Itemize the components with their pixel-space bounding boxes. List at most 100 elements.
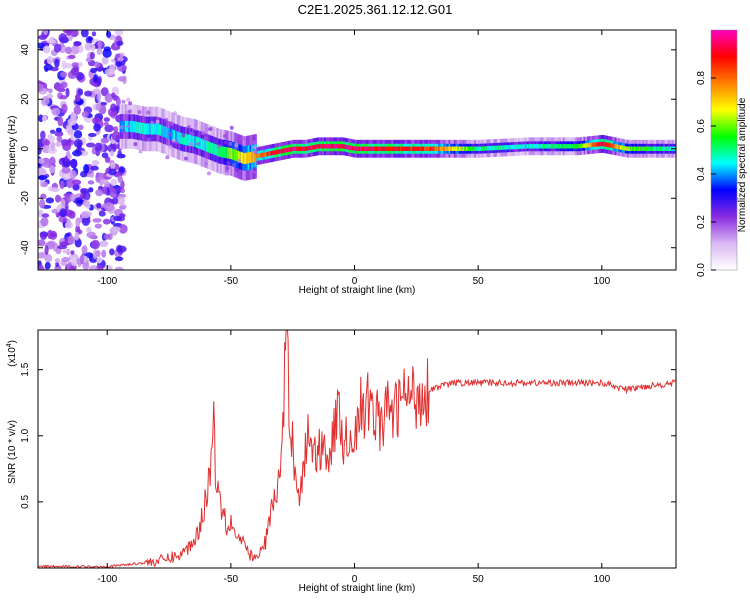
heatmap-noise-cell xyxy=(48,135,56,142)
heatmap-ridge-cell xyxy=(580,143,583,149)
heatmap-ridge-cell xyxy=(188,134,192,146)
heatmap-ridge-cell xyxy=(623,145,626,151)
heatmap-ridge-cell xyxy=(436,146,439,151)
heatmap-ridge-cell xyxy=(211,142,214,154)
heatmap-noise-cell xyxy=(95,117,102,123)
heatmap-noise-cell xyxy=(73,130,83,139)
heatmap-noise-cell xyxy=(46,39,57,44)
heatmap-noise-cell xyxy=(89,51,95,60)
heatmap-ridge-cell xyxy=(318,144,321,149)
heatmap-scatter-cell xyxy=(236,158,241,163)
heatmap-scatter-cell xyxy=(229,125,234,130)
heatmap-noise-cell xyxy=(73,105,81,115)
heatmap-ridge-cell xyxy=(249,151,252,163)
snr-scale-close: ) xyxy=(7,340,18,343)
snr-ylabel: SNR (10 * v/v) xyxy=(7,420,18,484)
heatmap-noise-cell xyxy=(110,226,121,233)
x-tick-label: -100 xyxy=(97,574,117,585)
heatmap-ridge-cell xyxy=(308,145,311,151)
heatmap-noise-cell xyxy=(47,229,53,240)
heatmap-scatter-cell xyxy=(203,136,208,141)
snr-scale-label: (x104) xyxy=(6,340,18,367)
heatmap-ridge-cell xyxy=(509,144,512,150)
heatmap-noise-cell xyxy=(104,124,114,133)
heatmap-ridge-cell xyxy=(604,142,607,147)
heatmap-ridge-cell xyxy=(668,146,671,151)
heatmap-noise-cell xyxy=(41,181,48,188)
heatmap-scatter-cell xyxy=(240,136,245,141)
heatmap-ridge-cell xyxy=(451,146,455,151)
heatmap-ridge-cell xyxy=(252,151,256,163)
heatmap-ridge-cell xyxy=(406,146,410,151)
heatmap-ridge-cell xyxy=(384,146,387,151)
heatmap-ridge-cell xyxy=(571,144,574,149)
heatmap-noise-cell xyxy=(94,61,100,69)
heatmap-noise-cell xyxy=(82,261,90,270)
heatmap-noise-cell xyxy=(40,232,47,240)
heatmap-ridge-cell xyxy=(355,146,358,151)
heatmap-ridge-cell xyxy=(214,144,218,156)
heatmap-noise-cell xyxy=(57,116,64,127)
heatmap-ridge-cell xyxy=(607,142,610,148)
heatmap-noise-cell xyxy=(71,62,79,68)
heatmap-ridge-cell xyxy=(493,145,496,151)
heatmap-ridge-cell xyxy=(477,146,481,151)
heatmap-noise-cell xyxy=(88,264,98,270)
heatmap-noise-cell xyxy=(59,208,67,217)
heatmap-noise-cell xyxy=(78,45,84,53)
heatmap-noise-cell xyxy=(87,36,93,42)
heatmap-noise-cell xyxy=(38,168,47,177)
heatmap-ridge-cell xyxy=(387,146,391,151)
heatmap-noise-cell xyxy=(96,47,103,56)
heatmap-noise-cell xyxy=(67,154,72,160)
x-tick-label: 0 xyxy=(352,574,358,585)
heatmap-ridge-cell xyxy=(232,148,235,160)
heatmap-noise-cell xyxy=(50,141,56,152)
heatmap-scatter-cell xyxy=(183,156,188,161)
heatmap-ridge-cell xyxy=(484,146,488,151)
heatmap-noise-cell xyxy=(67,128,74,136)
heatmap-noise-cell xyxy=(55,127,62,133)
heatmap-scatter-cell xyxy=(166,141,171,146)
y-tick-label: 0.5 xyxy=(20,495,31,509)
heatmap-noise-cell xyxy=(43,64,53,71)
heatmap-noise-cell xyxy=(110,103,117,112)
heatmap-ridge-cell xyxy=(403,146,406,151)
heatmap-noise-cell xyxy=(67,235,75,245)
heatmap-noise-cell xyxy=(114,256,124,262)
heatmap-ridge-cell xyxy=(533,144,536,149)
heatmap-ridge-cell xyxy=(181,133,185,145)
heatmap-ridge-cell xyxy=(467,146,470,151)
heatmap-ridge-cell xyxy=(303,146,306,151)
heatmap-noise-cell xyxy=(111,131,121,141)
heatmap-ridge-cell xyxy=(265,152,268,157)
heatmap-ridge-cell xyxy=(514,144,517,150)
heatmap-ridge-cell xyxy=(375,146,378,151)
heatmap-scatter-cell xyxy=(168,121,173,126)
heatmap-ridge-cell xyxy=(310,145,313,150)
y-tick-label: -20 xyxy=(20,191,31,206)
heatmap-noise-cell xyxy=(54,58,60,68)
heatmap-noise-cell xyxy=(112,197,119,205)
heatmap-ridge-cell xyxy=(353,146,356,151)
heatmap-noise-cell xyxy=(99,240,109,248)
heatmap-ridge-cell xyxy=(393,146,396,151)
x-tick-label: 50 xyxy=(473,574,485,585)
heatmap-scatter-cell xyxy=(223,140,228,145)
heatmap-ridge-cell xyxy=(289,147,292,152)
heatmap-ridge-cell xyxy=(635,146,638,151)
heatmap-noise-cell xyxy=(41,213,50,218)
heatmap-ridge-cell xyxy=(235,150,238,162)
heatmap-ridge-cell xyxy=(339,144,342,149)
heatmap-noise-cell xyxy=(43,30,48,35)
heatmap-noise-cell xyxy=(107,144,117,153)
heatmap-noise-cell xyxy=(83,163,90,174)
heatmap-noise-cell xyxy=(103,233,111,240)
heatmap-ridge-cell xyxy=(654,146,657,151)
heatmap-ridge-cell xyxy=(316,144,320,149)
heatmap-noise-cell xyxy=(62,142,72,151)
heatmap-noise-cell xyxy=(59,95,68,100)
heatmap-noise-cell xyxy=(38,174,48,181)
heatmap-ridge-cell xyxy=(320,144,323,149)
